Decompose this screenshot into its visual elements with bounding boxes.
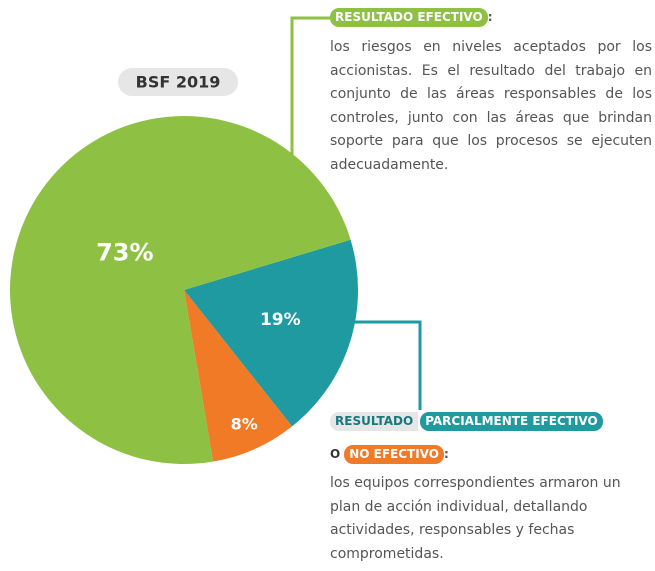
heading-pill: PARCIALMENTE EFECTIVO — [420, 412, 603, 431]
connector — [345, 320, 422, 410]
pie-slice — [184, 290, 293, 462]
pie-slice — [9, 116, 351, 465]
annotation-text: los riesgos en niveles aceptados por los… — [330, 39, 652, 173]
chart-title: BSF 2019 — [136, 73, 221, 92]
heading-pill: NO EFECTIVO — [344, 445, 444, 464]
slice-label: 8% — [231, 415, 258, 434]
annotation-heading: RESULTADO EFECTIVO: — [330, 8, 493, 27]
heading-word: O — [330, 447, 341, 461]
annotation-heading: RESULTADO PARCIALMENTE EFECTIVO — [330, 412, 603, 431]
heading-pill: RESULTADO — [330, 412, 419, 431]
slice-label: 73% — [96, 238, 153, 266]
connector — [290, 16, 330, 210]
annotation-heading: O NO EFECTIVO: — [330, 445, 449, 464]
annotation-text: los equipos correspondientes armaron un … — [330, 475, 621, 562]
title-pill — [118, 68, 238, 96]
slice-label: 19% — [260, 310, 301, 330]
heading-pill: RESULTADO EFECTIVO — [330, 8, 488, 27]
pie-slice — [184, 239, 358, 427]
heading-colon: : — [443, 447, 449, 461]
heading-colon: : — [487, 10, 493, 24]
pie: 19% 8% 73% — [9, 116, 358, 465]
